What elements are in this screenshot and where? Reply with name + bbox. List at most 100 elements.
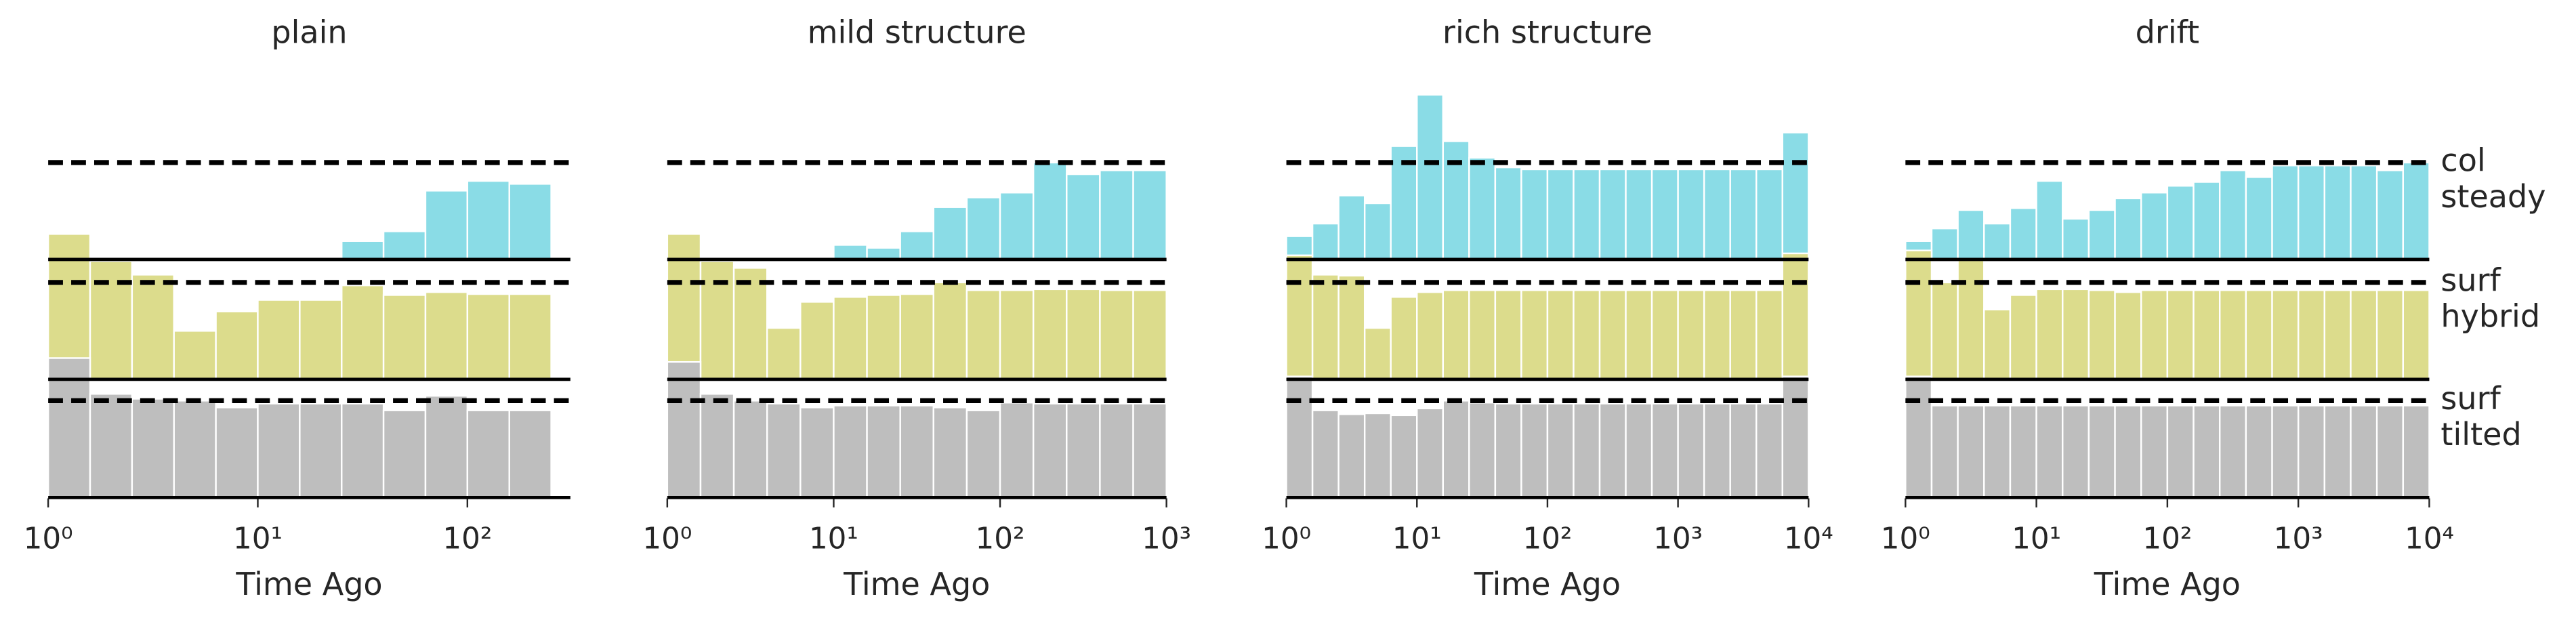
histogram-bar [424,190,469,261]
histogram-bar [508,293,552,381]
histogram-bar [1494,289,1522,381]
histogram-bar [1442,400,1470,499]
histogram-bar [257,299,301,381]
x-tick-label: 10² [442,522,492,556]
histogram-bar [1729,402,1758,499]
histogram-bar [215,407,259,499]
histogram-bar [2350,289,2378,381]
histogram-bar [1416,93,1445,261]
histogram-bar [382,230,427,261]
histogram-bar [2375,289,2405,381]
histogram-bar [965,289,1001,381]
histogram-bar [999,289,1035,381]
x-axis-label: Time Ago [1474,566,1621,602]
histogram-bar [1573,289,1601,381]
histogram-bar [1132,289,1167,381]
histogram-bar [466,180,510,261]
histogram-bar [1520,402,1549,499]
histogram-bar [1703,402,1731,499]
panel-title: mild structure [808,14,1026,50]
histogram-bar [1442,289,1470,381]
histogram-bar [2402,161,2430,261]
histogram-bar [215,310,259,381]
histogram-bar [1677,402,1705,499]
histogram-bar [1729,289,1758,381]
histogram-bar [965,196,1001,261]
histogram-bar [1756,168,1783,261]
x-tick-label: 10² [1522,522,1572,556]
histogram-bar [2062,404,2090,499]
histogram-bar [799,407,835,499]
histogram-bar [424,291,469,381]
histogram-bar [2087,404,2116,499]
histogram-bar [1520,289,1549,381]
histogram-bar [1756,289,1783,381]
histogram-bar [2245,404,2273,499]
histogram-bar [1311,222,1339,261]
histogram-bar [1032,161,1068,261]
histogram-bar [1598,402,1627,499]
histogram-bar [2166,185,2195,261]
histogram-bar [2035,180,2064,261]
histogram-bar [1546,402,1575,499]
x-tick-label: 10⁴ [2405,522,2454,556]
histogram-bar [666,360,702,499]
histogram-bar [2140,289,2169,381]
x-axis-label: Time Ago [843,566,990,602]
histogram-bar [1337,194,1366,261]
histogram-bar [1390,296,1418,381]
histogram-bar [89,260,133,381]
histogram-bar [1781,252,1810,381]
histogram-bar [932,407,968,499]
histogram-bar [341,284,385,381]
histogram-bar [2271,165,2300,261]
histogram-bar [1066,288,1101,381]
histogram-bar [2193,181,2221,261]
histogram-bar [766,402,802,499]
histogram-bar [257,402,301,499]
histogram-bar [833,404,868,499]
histogram-bar [1363,202,1392,261]
histogram-bar [2245,289,2273,381]
row-label-group: surf [2440,380,2501,417]
histogram-bar [1625,402,1653,499]
histogram-bar [866,294,901,381]
histogram-bar [1957,209,1985,261]
histogram-bar [1337,413,1366,499]
histogram-bar [1930,404,1959,499]
histogram-bar [1703,289,1731,381]
histogram-bar [833,296,868,381]
histogram-bar [1703,168,1731,261]
histogram-bar [2375,169,2405,261]
x-tick-label: 10¹ [2012,522,2061,556]
histogram-bar [1781,131,1810,261]
x-tick-label: 10⁰ [24,522,73,556]
histogram-bar [2166,289,2195,381]
histogram-bar [341,240,385,261]
histogram-bar [47,357,91,499]
histogram-bar [899,404,935,499]
histogram-bar [2323,289,2352,381]
row-label-name: tilted [2440,416,2521,453]
histogram-bar [2323,404,2352,499]
histogram-bar [699,393,735,499]
histogram-bar [866,404,901,499]
histogram-bar [2062,288,2090,381]
histogram-bar [1494,166,1522,261]
histogram-bar [2193,289,2221,381]
histogram-bar [2009,404,2037,499]
histogram-bar [999,402,1035,499]
histogram-bar [1573,168,1601,261]
histogram-bar [1311,409,1339,499]
histogram-bar [1598,168,1627,261]
histogram-bar [1285,254,1314,381]
histogram-bar [866,247,901,261]
histogram-bar [1468,289,1497,381]
histogram-bar [2114,404,2142,499]
row-label-name: hybrid [2440,298,2540,335]
histogram-bar [1468,402,1497,499]
histogram-bar [1625,289,1653,381]
histogram-bar [2297,289,2326,381]
histogram-bar [2218,289,2247,381]
